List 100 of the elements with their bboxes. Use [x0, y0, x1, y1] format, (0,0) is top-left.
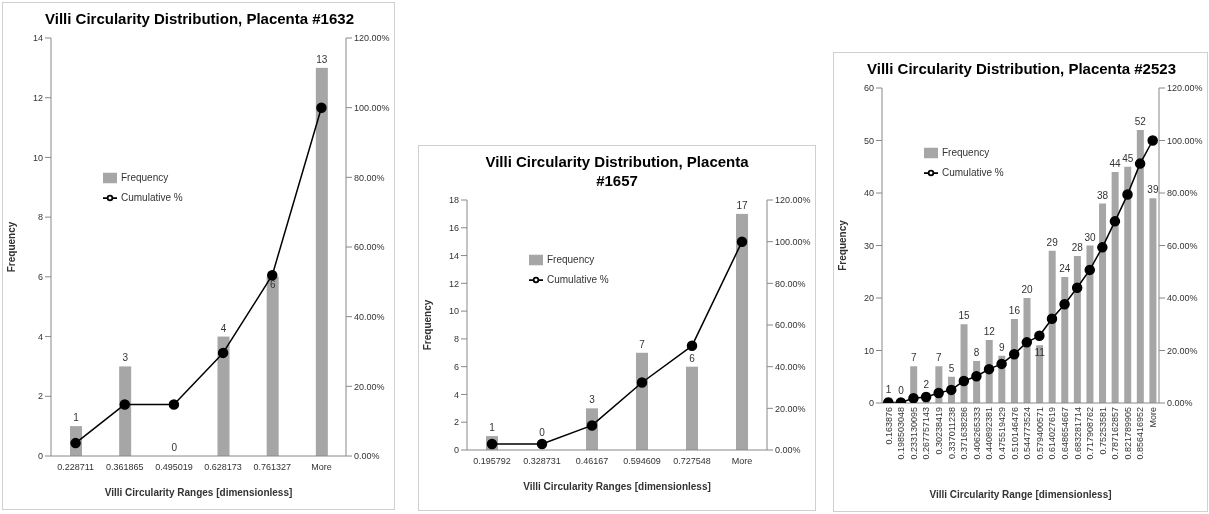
x-tick-label: 0.856416952 [1135, 407, 1146, 460]
bar [1149, 198, 1157, 403]
y2-tick-label: 0.00% [1167, 398, 1193, 409]
x-tick-label: 0.727548 [673, 456, 711, 467]
y2-tick-label: 80.00% [775, 278, 806, 289]
data-label: 4 [220, 322, 227, 334]
x-tick-label: 0.475519429 [997, 407, 1007, 460]
data-label: 0 [539, 426, 546, 438]
point [933, 387, 944, 399]
data-label: 8 [973, 347, 980, 358]
data-label: 7 [936, 352, 943, 364]
y2-tick-label: 40.00% [354, 311, 385, 322]
point [70, 437, 81, 449]
legend-label: Frequency [547, 254, 595, 265]
data-label: 7 [910, 352, 917, 364]
point [168, 399, 180, 410]
bar [1086, 245, 1094, 403]
bar [1061, 277, 1069, 403]
x-axis-title: Villi Circularity Ranges [dimensionless] [104, 487, 293, 498]
data-label: 3 [122, 352, 129, 364]
data-label: 3 [589, 394, 596, 406]
x-tick-label: 0.614027619 [1047, 407, 1058, 460]
bar [1023, 298, 1031, 403]
point [636, 377, 648, 388]
y2-tick-label: 120.00% [354, 33, 390, 44]
data-label: 17 [736, 199, 748, 211]
point [1059, 299, 1070, 310]
data-label: 29 [1046, 236, 1059, 248]
y-tick-label: 10 [448, 306, 459, 317]
y-tick-label: 6 [37, 272, 43, 283]
chart-title: Villi Circularity Distribution, Placenta #1632 [44, 9, 355, 28]
x-tick-label: 0.30238419 [934, 407, 945, 455]
y-tick-label: 14 [32, 33, 43, 44]
x-tick-label: 0.821789905 [1122, 407, 1133, 460]
bar [1099, 203, 1107, 403]
x-tick-label: 0.594609 [623, 456, 661, 467]
y-tick-label: 10 [863, 345, 874, 356]
x-tick-label: 0.648654667 [1059, 407, 1070, 460]
x-tick-label: 0.198503048 [896, 407, 907, 460]
point [1021, 337, 1033, 348]
data-label: 9 [999, 341, 1006, 353]
point [736, 236, 748, 247]
y-tick-label: 2 [453, 417, 459, 428]
x-tick-label: 0.579400571 [1034, 407, 1045, 460]
x-tick-label: 0.233130095 [908, 407, 919, 460]
data-label: 15 [958, 310, 971, 322]
data-label: 1 [885, 383, 892, 395]
data-label: 13 [316, 53, 328, 65]
y2-tick-label: 20.00% [1167, 345, 1198, 356]
y-tick-label: 0 [37, 451, 43, 462]
y-tick-label: 8 [37, 212, 43, 223]
point [946, 384, 957, 396]
y2-tick-label: 60.00% [1167, 240, 1198, 251]
data-label: 38 [1096, 189, 1109, 201]
x-tick-label: 0.163876 [883, 407, 894, 445]
data-label: 0 [171, 442, 178, 453]
y-tick-label: 30 [863, 240, 874, 251]
legend-label: Cumulative % [547, 274, 609, 285]
x-tick-label: 0.371638286 [959, 407, 970, 460]
y-tick-label: 40 [863, 188, 874, 199]
legend-label: Frequency [942, 147, 990, 158]
y-tick-label: 20 [863, 293, 874, 304]
data-label: 2 [923, 378, 930, 390]
point [1097, 242, 1108, 253]
bar [119, 366, 132, 456]
y2-tick-label: 120.00% [775, 195, 811, 206]
point [536, 438, 548, 450]
y2-tick-label: 40.00% [1167, 293, 1198, 304]
x-tick-label: 0.337011238 [946, 407, 957, 459]
bar [736, 213, 748, 450]
bar [217, 336, 230, 456]
point [1122, 189, 1133, 200]
y-tick-label: 4 [453, 389, 459, 400]
data-label: 24 [1059, 263, 1071, 274]
y-axis-title: Frequency [5, 221, 17, 273]
chart-title: Villi Circularity Distribution, Placenta #1657 [484, 152, 750, 190]
y-tick-label: 50 [863, 135, 874, 146]
y-axis-title: Frequency [421, 299, 433, 351]
y-tick-label: 16 [448, 222, 459, 233]
y2-tick-label: 80.00% [1167, 188, 1198, 199]
bar [1136, 130, 1144, 403]
data-label: 5 [948, 362, 955, 374]
chart-title: Villi Circularity Distribution, Placenta #2523 [866, 59, 1177, 78]
point [316, 102, 327, 113]
point [1084, 264, 1095, 276]
point [119, 399, 130, 410]
x-tick-label: More [1148, 407, 1159, 428]
y-tick-label: 18 [448, 195, 459, 206]
point [908, 393, 919, 403]
point [958, 375, 970, 387]
x-tick-label: 0.544773524 [1022, 407, 1033, 460]
data-label: 52 [1134, 116, 1147, 127]
y-tick-label: 2 [37, 391, 43, 402]
y-tick-label: 0 [453, 445, 459, 456]
y-tick-label: 10 [32, 152, 43, 163]
y2-tick-label: 100.00% [354, 102, 390, 113]
data-label: 39 [1147, 184, 1159, 196]
x-tick-label: 0.267757143 [921, 407, 932, 460]
x-tick-label: 0.361865 [105, 462, 144, 473]
point [971, 370, 982, 382]
